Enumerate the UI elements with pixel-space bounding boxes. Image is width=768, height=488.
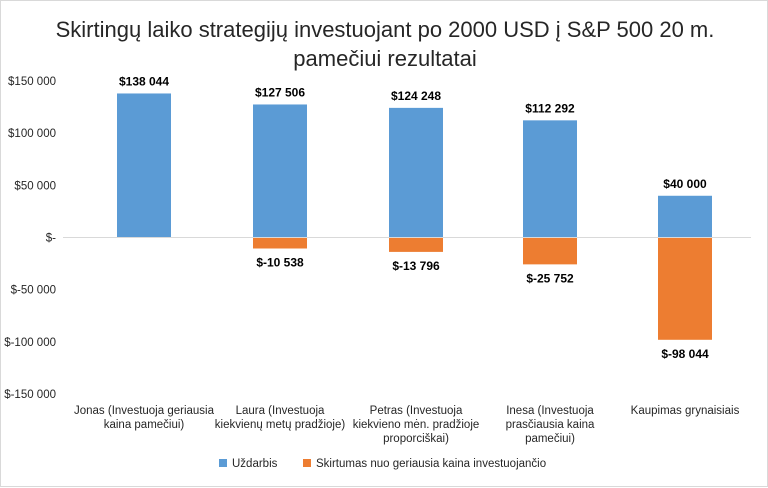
legend-swatch — [303, 459, 311, 467]
data-label: $-10 538 — [256, 255, 304, 269]
data-label: $40 000 — [663, 177, 707, 191]
data-label: $-13 796 — [392, 259, 440, 273]
bar-uzdarbis — [117, 93, 171, 238]
y-tick-label: $-100 000 — [4, 337, 56, 349]
y-tick-label: $150 000 — [8, 76, 56, 88]
category-label: proporciškai) — [383, 433, 449, 445]
legend-label: Skirtumas nuo geriausia kaina investuoja… — [316, 458, 546, 470]
y-tick-label: $50 000 — [14, 180, 56, 192]
category-label: Jonas (Investuoja geriausia — [74, 405, 215, 417]
category-label: kaina pamečiui) — [104, 419, 185, 431]
category-label: prasčiausia kaina — [506, 419, 595, 431]
category-label: pamečiui) — [525, 433, 575, 445]
category-label: kiekvieno mėn. pradžioje — [353, 419, 480, 431]
bar-uzdarbis — [658, 195, 712, 238]
bar-uzdarbis — [389, 107, 443, 238]
category-label: Kaupimas grynaisiais — [631, 405, 740, 417]
bar-skirtumas — [389, 237, 443, 252]
y-tick-label: $-50 000 — [11, 285, 56, 297]
data-label: $-98 044 — [661, 347, 709, 361]
bar-skirtumas — [523, 237, 577, 265]
category-label: Laura (Investuoja — [236, 405, 325, 417]
data-label: $-25 752 — [526, 271, 574, 285]
data-label: $138 044 — [119, 74, 169, 88]
category-label: kiekvienų metų pradžioje) — [215, 419, 346, 431]
legend-label: Uždarbis — [232, 458, 278, 470]
category-label: Inesa (Investuoja — [506, 405, 594, 417]
chart-title-line: pamečiui rezultatai — [293, 46, 476, 71]
data-label: $127 506 — [255, 85, 305, 99]
data-label: $112 292 — [525, 101, 575, 115]
y-tick-label: $-150 000 — [4, 389, 56, 401]
y-tick-label: $100 000 — [8, 128, 56, 140]
data-label: $124 248 — [391, 89, 441, 103]
category-label: Petras (Investuoja — [370, 405, 463, 417]
bar-uzdarbis — [253, 104, 307, 238]
bar-skirtumas — [253, 237, 307, 249]
legend-swatch — [219, 459, 227, 467]
bar-skirtumas — [658, 237, 712, 340]
chart-title-line: Skirtingų laiko strategijų investuojant … — [56, 17, 715, 42]
bar-uzdarbis — [523, 120, 577, 238]
y-tick-label: $- — [46, 233, 56, 245]
